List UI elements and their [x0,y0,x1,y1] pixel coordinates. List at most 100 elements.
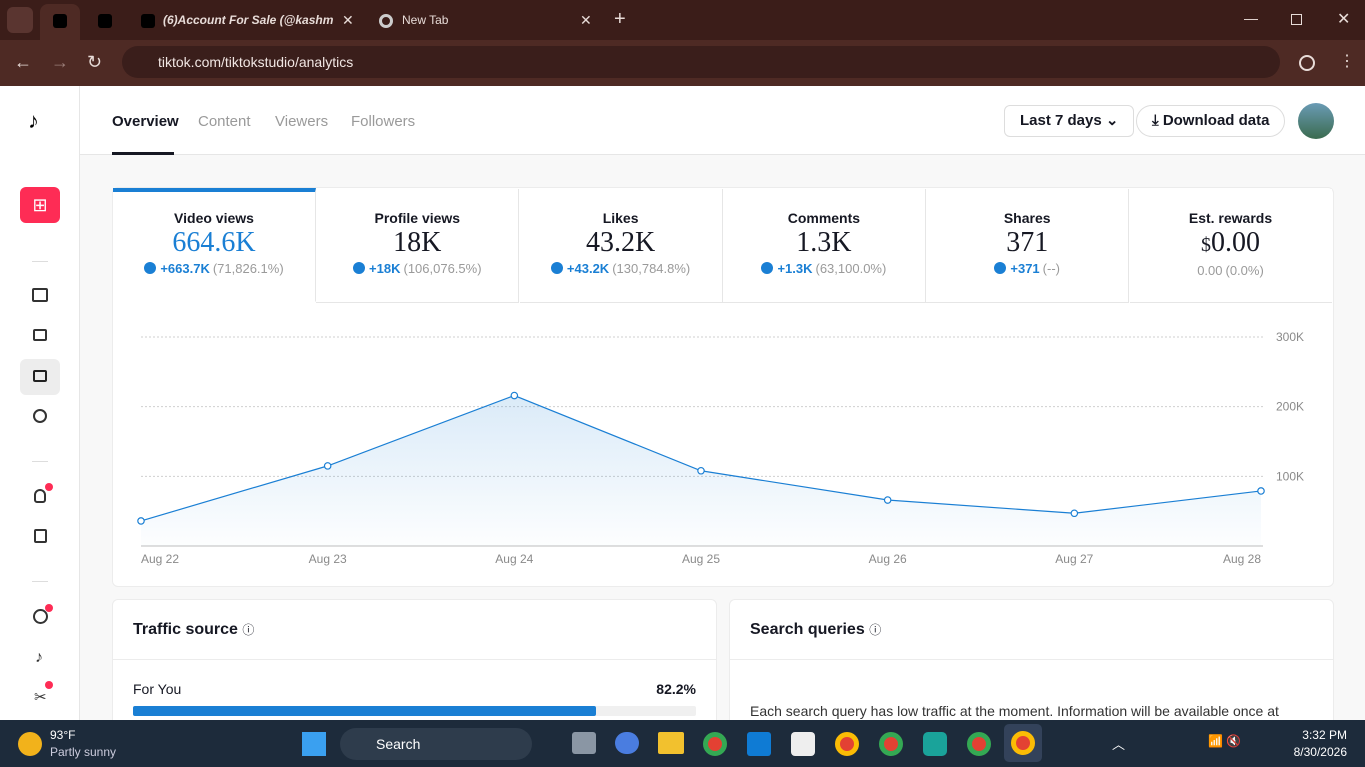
tiktok-logo[interactable]: ♪ [28,108,39,133]
tiktok-favicon[interactable] [98,14,112,28]
metric-tab[interactable]: Est. rewards $0.00 0.00 (0.0%) [1129,189,1332,303]
source-bar [133,706,596,716]
start-button[interactable] [302,732,326,756]
inspiration-icon[interactable] [34,489,46,503]
active-app[interactable] [1004,724,1042,762]
close-window[interactable]: ✕ [1337,11,1351,28]
metric-change: +18K (106,076.5%) [316,261,518,276]
weather-icon[interactable] [18,732,42,756]
close-tab[interactable]: ✕ [580,12,592,28]
analytics-selected[interactable] [20,359,60,395]
metric-change-value: +371 [1010,261,1040,276]
active-tab[interactable] [40,4,80,40]
divider [32,261,48,262]
app-icon[interactable] [615,732,639,754]
metric-value: 18K [316,228,518,258]
academy-icon[interactable] [34,529,47,543]
metric-tab[interactable]: Likes 43.2K +43.2K (130,784.8%) [519,189,723,303]
info-icon[interactable]: ⓘ [242,623,255,637]
tools-icon[interactable]: ✂ [34,689,47,706]
metric-number: 1.3K [796,227,852,258]
app-icon[interactable] [658,732,684,754]
upload-button[interactable]: ⊞ [20,187,60,223]
back[interactable]: ← [14,52,32,72]
app-icon[interactable] [879,732,903,756]
source-percent: 82.2% [656,681,696,697]
metric-number: 371 [1006,227,1049,258]
metric-tab[interactable]: Shares 371 +371 (--) [926,189,1130,303]
x-tick-label: Aug 22 [141,552,179,566]
metric-number: 43.2K [585,227,656,258]
nav-tab[interactable]: Overview [112,113,179,130]
nav-tab[interactable]: Content [198,113,251,130]
x-tick-label: Aug 26 [869,552,907,566]
metric-change-value: +663.7K [160,261,210,276]
clock-date: 8/30/2026 [1293,745,1347,759]
address-bar[interactable]: tiktok.com/tiktokstudio/analytics [122,46,1280,78]
restore[interactable] [1291,14,1302,25]
tab-search-button[interactable] [7,7,33,33]
metric-change-value: 0.00 [1197,263,1223,278]
posts-icon[interactable] [33,329,47,341]
metric-change-percent: (0.0%) [1225,263,1264,278]
up-arrow-icon [994,262,1007,274]
search-title: Search queries ⓘ [750,621,881,639]
up-arrow-icon [144,262,157,274]
metric-change-percent: (--) [1042,261,1060,276]
download-label: Download data [1162,112,1270,129]
minimize[interactable]: — [1244,10,1258,26]
tab-title[interactable]: New Tab [402,13,449,27]
tray-icons[interactable]: ︿ [1112,737,1126,752]
metric-label: Est. rewards [1188,210,1273,226]
avatar[interactable] [1298,103,1334,139]
profile[interactable] [1299,55,1315,71]
header: Overview Content Viewers Followers Last … [80,86,1365,155]
date-range[interactable]: Last 7 days ⌄ [1004,105,1135,137]
metric-label: Likes [602,210,639,226]
app-icon[interactable] [923,732,947,756]
reload[interactable]: ↻ [87,52,103,72]
data-point [1070,509,1079,518]
divider [32,461,48,462]
search-message: Each search query has low traffic at the… [750,703,1279,719]
app-icon[interactable] [835,732,859,756]
metric-currency: $ [1201,234,1211,256]
sounds-icon[interactable]: ♪ [35,649,43,666]
data-point [510,391,519,400]
new-tab[interactable]: + [614,8,626,30]
info-icon[interactable]: ⓘ [869,623,882,637]
metric-change: +43.2K (130,784.8%) [520,261,722,276]
metric-tab[interactable]: Profile views 18K +18K (106,076.5%) [316,189,520,303]
metric-change-percent: (71,826.1%) [212,261,284,276]
x-tick-label: Aug 25 [682,552,720,566]
app-icon[interactable] [747,732,771,756]
menu[interactable]: ⋮ [1339,53,1355,70]
metric-change-percent: (63,100.0%) [815,261,887,276]
data-point [137,517,145,525]
comments-icon[interactable] [33,409,47,423]
metric-number: 664.6K [172,227,256,258]
metric-label: Video views [174,210,254,226]
close-tab[interactable]: ✕ [342,12,354,28]
metric-tab[interactable]: Video views 664.6K +663.7K (71,826.1%) [113,188,316,302]
forward[interactable]: → [51,52,69,72]
app-icon[interactable] [572,732,596,754]
app-icon[interactable] [703,732,727,756]
tab-title[interactable]: (6)Account For Sale (@kashmi [163,13,333,27]
system-icons[interactable]: 📶 🔇 [1208,734,1242,748]
data-point [1257,487,1265,495]
download-button[interactable]: ⤓ Download data [1136,105,1286,137]
metric-tab[interactable]: Comments 1.3K +1.3K (63,100.0%) [722,189,926,303]
search-box[interactable]: Search [340,728,532,760]
app-icon[interactable] [967,732,991,756]
divider [113,659,716,660]
data-point [883,496,892,504]
monetization-icon[interactable] [33,609,48,624]
badge [45,483,53,491]
nav-tab[interactable]: Followers [351,113,416,130]
nav-tab[interactable]: Viewers [275,113,329,130]
clock-time: 3:32 PM [1302,728,1347,742]
app-icon[interactable] [791,732,815,756]
home-icon[interactable] [32,288,48,302]
